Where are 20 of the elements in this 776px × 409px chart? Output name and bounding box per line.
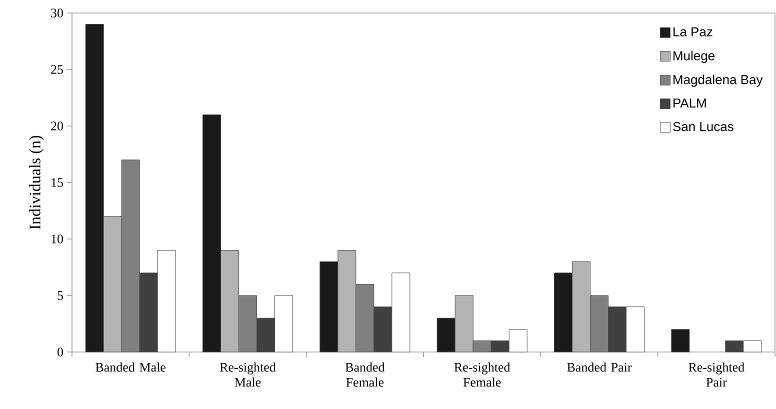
- legend-label: Magdalena Bay: [674, 74, 763, 87]
- bar: [671, 329, 690, 352]
- x-tick-label: Re-sighted Pair: [688, 362, 744, 387]
- y-axis-title: Individuals (n): [29, 136, 44, 230]
- legend-label: PALM: [674, 98, 706, 108]
- legend-label: Mulege: [674, 50, 715, 63]
- x-tick-label: Banded Pair: [567, 362, 632, 372]
- y-tick-label: 5: [58, 291, 63, 300]
- y-tick-label: 15: [52, 178, 63, 187]
- y-tick-label: 25: [51, 65, 63, 74]
- y-tick-label: 10: [52, 234, 63, 244]
- legend-label: San Lucas: [673, 122, 734, 132]
- x-tick-label: Re-sighted Male: [220, 362, 276, 387]
- x-tick-label: Banded Male: [96, 362, 166, 372]
- y-tick-label: 30: [51, 8, 63, 18]
- x-tick-label: Re-sighted Female: [454, 362, 510, 387]
- legend-label: La Paz: [674, 27, 712, 36]
- y-tick-label: 0: [57, 348, 63, 356]
- x-tick-label: Banded Female: [345, 362, 385, 387]
- y-tick-label: 20: [51, 122, 63, 130]
